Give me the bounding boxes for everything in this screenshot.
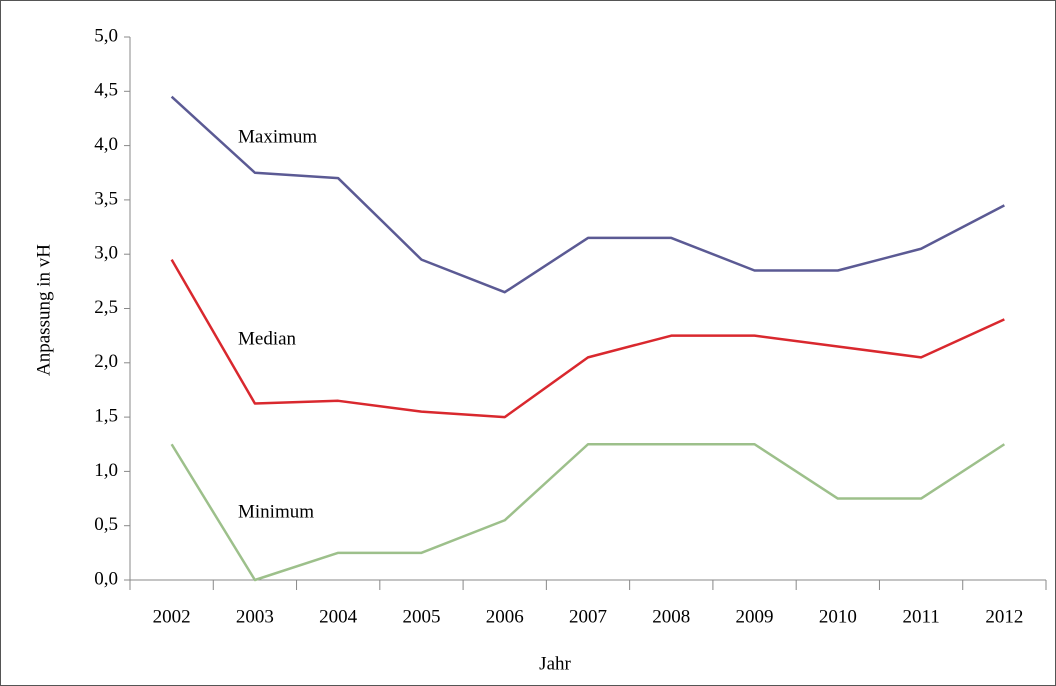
series-line: [170, 259, 1005, 419]
y-tick-label: 0,0: [94, 568, 118, 589]
x-axis-label: Jahr: [539, 653, 571, 674]
y-tick-label: 3,0: [94, 243, 118, 264]
y-tick-label: 2,0: [94, 351, 118, 372]
y-tick-label: 1,5: [94, 405, 118, 426]
y-tick-label: 4,5: [94, 80, 118, 101]
y-axis-label: Anpassung in vH: [33, 244, 54, 376]
y-tick-label: 1,0: [94, 460, 118, 481]
y-tick-label: 0,5: [94, 514, 118, 535]
y-tick-label: 5,0: [94, 25, 118, 46]
series-line: [170, 95, 1005, 294]
series-label: Maximum: [238, 126, 317, 147]
y-tick-label: 2,5: [94, 297, 118, 318]
series-label: Minimum: [238, 501, 314, 522]
x-tick-label: 2009: [736, 606, 774, 627]
series-line: [170, 443, 1006, 582]
x-tick-label: 2006: [486, 606, 524, 627]
x-tick-label: 2012: [985, 606, 1023, 627]
y-tick-label: 3,5: [94, 188, 118, 209]
x-tick-label: 2003: [236, 606, 274, 627]
x-tick-label: 2007: [569, 606, 607, 627]
x-tick-label: 2005: [402, 606, 440, 627]
x-tick-label: 2002: [153, 606, 191, 627]
series-label: Median: [238, 328, 297, 349]
x-tick-label: 2011: [902, 606, 939, 627]
y-tick-label: 4,0: [94, 134, 118, 155]
x-tick-label: 2004: [319, 606, 358, 627]
x-tick-label: 2010: [819, 606, 857, 627]
x-tick-label: 2008: [652, 606, 690, 627]
